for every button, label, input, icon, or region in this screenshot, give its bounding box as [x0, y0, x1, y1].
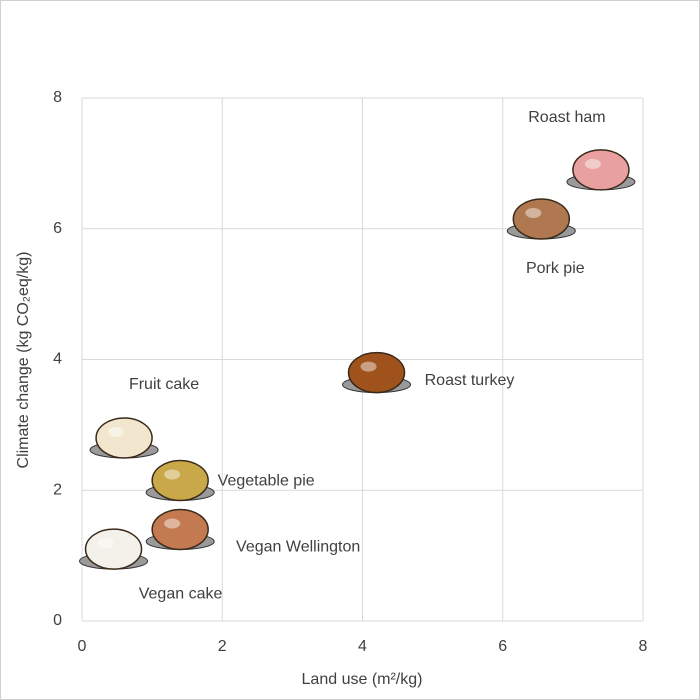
y-axis-label: Climate change (kg CO₂eq/kg) [15, 252, 32, 469]
y-tick-label: 2 [53, 481, 62, 498]
marker-highlight [164, 518, 181, 529]
marker-body [95, 417, 153, 459]
food-marker [79, 528, 149, 570]
y-tick-label: 8 [53, 89, 62, 106]
marker-highlight [525, 207, 542, 218]
data-label: Pork pie [526, 260, 585, 277]
food-marker [145, 508, 215, 551]
y-tick-label: 4 [53, 351, 62, 368]
food-marker [342, 351, 412, 394]
food-marker [89, 417, 159, 459]
marker-highlight [360, 361, 377, 372]
food-marker [145, 459, 215, 502]
x-tick-label: 0 [78, 638, 87, 655]
marker-highlight [164, 469, 181, 480]
marker-highlight [108, 426, 125, 437]
x-tick-label: 4 [358, 638, 367, 655]
marker-highlight [97, 538, 114, 549]
data-label: Roast ham [528, 109, 605, 126]
marker-highlight [584, 158, 601, 169]
marker-body [151, 459, 209, 502]
data-label: Vegetable pie [218, 473, 315, 490]
x-axis-label: Land use (m²/kg) [302, 671, 423, 688]
marker-body [512, 198, 571, 240]
marker-body [84, 528, 143, 570]
data-label: Vegan cake [139, 585, 223, 602]
data-label: Vegan Wellington [236, 539, 360, 556]
marker-body [572, 149, 630, 191]
marker-body [347, 351, 406, 394]
x-tick-label: 2 [218, 638, 227, 655]
y-tick-label: 0 [53, 612, 62, 629]
food-marker [506, 198, 576, 240]
data-label: Fruit cake [129, 376, 199, 393]
marker-body [151, 508, 209, 551]
x-tick-label: 6 [498, 638, 507, 655]
food-marker [566, 149, 636, 191]
y-tick-label: 6 [53, 220, 62, 237]
x-tick-label: 8 [639, 638, 648, 655]
data-label: Roast turkey [425, 372, 515, 389]
